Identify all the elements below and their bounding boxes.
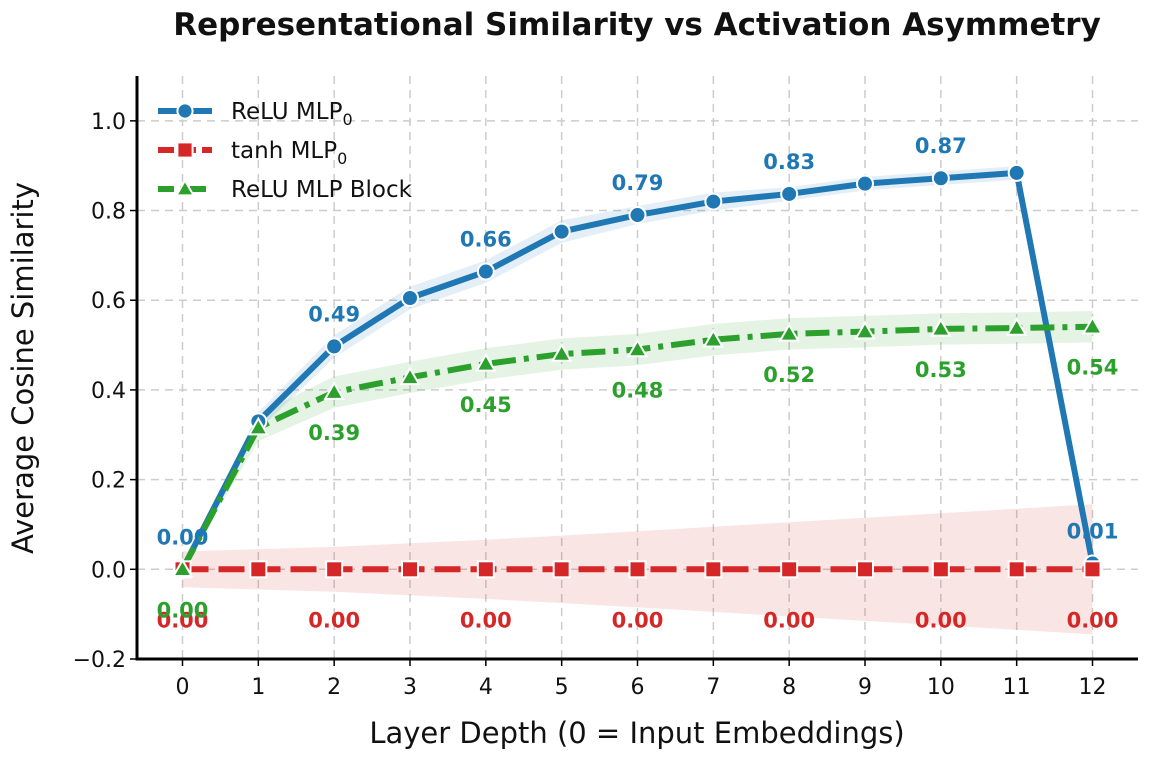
marker-tanh-mlp0 [325,560,344,579]
data-label-relu-mlp-block: 0.45 [460,393,512,417]
data-label-relu-mlp-block: 0.52 [763,363,815,387]
marker-relu-mlp-block [702,328,725,348]
legend-label-relu-mlp0: ReLU MLP0 [231,99,353,129]
marker-relu-mlp0 [931,169,950,188]
x-tick-label: 11 [1003,675,1031,700]
data-labels: 0.000.490.660.790.830.870.010.00 0.00 0.00… [157,134,1119,632]
legend-marker-relu-mlp-block [174,178,196,197]
legend-label-subscript: 0 [337,149,347,168]
x-tick-label: 12 [1079,675,1107,700]
data-label-relu-mlp-block: 0.00 [157,598,209,622]
x-tick-label: 2 [327,675,341,700]
legend-label-tanh-mlp0: tanh MLP0 [231,138,347,168]
legend-label-name: ReLU MLP [231,99,343,125]
legend-entry-relu-mlp-block: ReLU MLP Block [158,177,413,203]
marker-tanh-mlp0 [1007,560,1026,579]
x-tick-label: 9 [858,675,872,700]
x-tick-label: 6 [631,675,645,700]
legend-label-subscript: 0 [342,110,352,129]
marker-relu-mlp-block [550,343,573,362]
x-tick-label: 3 [403,675,417,700]
marker-relu-mlp-block [399,366,421,386]
legend-entry-relu-mlp0: ReLU MLP0 [158,99,353,129]
data-label-tanh-mlp0: 0.00 [157,608,209,632]
data-label-tanh-mlp0: 0.00 [763,608,815,632]
marker-tanh-mlp0 [552,560,571,579]
marker-relu-mlp0 [780,184,799,203]
data-label-relu-mlp-block: 0.53 [915,358,967,382]
marker-tanh-mlp0 [628,560,647,579]
x-tick-label: 1 [251,675,265,700]
y-axis-label: Average Cosine Similarity [6,182,40,554]
y-tick-label: 1.0 [91,110,126,135]
marker-relu-mlp-block [626,338,649,358]
x-tick-label: 5 [555,675,569,700]
data-label-relu-mlp0: 0.83 [763,150,815,174]
legend-entry-tanh-mlp0: tanh MLP0 [158,138,347,168]
data-label-relu-mlp0: 0.87 [915,134,967,158]
marker-relu-mlp-block [930,317,952,337]
x-tick-label: 8 [782,675,796,700]
x-axis-label: Layer Depth (0 = Input Embeddings) [369,716,904,750]
marker-tanh-mlp0 [780,560,799,579]
data-label-relu-mlp0: 0.00 [157,525,209,549]
data-label-relu-mlp0: 0.01 [1067,519,1119,543]
data-label-relu-mlp-block: 0.48 [612,379,664,403]
data-label-relu-mlp0: 0.66 [460,228,512,252]
marker-relu-mlp0 [856,174,874,193]
marker-relu-mlp-block [1005,317,1028,336]
marker-relu-mlp-block [854,320,876,340]
y-tick-label: −0.2 [73,648,126,673]
legend-marker-relu-mlp0 [176,102,194,120]
y-tick-label: 0.2 [91,469,126,494]
series-markers [171,163,1104,579]
chart-title: Representational Similarity vs Activatio… [173,7,1101,43]
data-label-relu-mlp0: 0.79 [612,171,664,195]
marker-relu-mlp0 [628,206,647,225]
x-tick-label: 7 [706,675,720,700]
marker-relu-mlp-block [323,381,345,400]
marker-relu-mlp-block [1081,315,1104,335]
marker-tanh-mlp0 [704,560,723,579]
y-tick-label: 0.4 [91,379,126,404]
marker-relu-mlp0 [704,192,723,211]
y-tick-label: 0.6 [91,289,126,314]
legend-label-name: ReLU MLP Block [231,177,413,203]
marker-tanh-mlp0 [476,560,495,579]
marker-relu-mlp0 [325,337,344,356]
legend-marker-tanh-mlp0 [176,141,194,159]
x-tick-label: 0 [176,675,190,700]
data-label-tanh-mlp0: 0.00 [915,608,967,632]
data-label-relu-mlp-block: 0.54 [1067,356,1119,380]
marker-relu-mlp0 [401,288,419,307]
marker-tanh-mlp0 [931,560,950,579]
marker-relu-mlp-block [475,352,497,372]
data-label-tanh-mlp0: 0.00 [612,608,664,632]
legend-label-relu-mlp-block: ReLU MLP Block [231,177,413,203]
data-label-relu-mlp-block: 0.39 [308,421,360,445]
x-tick-label: 10 [927,675,955,700]
y-tick-label: 0.8 [91,200,126,225]
marker-tanh-mlp0 [856,560,874,579]
marker-relu-mlp-block [778,322,800,342]
marker-relu-mlp-block [247,416,270,436]
data-label-tanh-mlp0: 0.00 [308,608,360,632]
marker-tanh-mlp0 [1083,560,1102,579]
marker-tanh-mlp0 [401,560,419,579]
axis-ticks: 0 1 2 3 4 5 6 7 8 9 10 11 12−0.20.00.20.40.60.81.0 [73,110,1107,700]
data-label-relu-mlp0: 0.49 [308,302,360,326]
marker-relu-mlp0 [552,222,571,241]
x-tick-label: 4 [479,675,493,700]
data-label-tanh-mlp0: 0.00 [460,608,512,632]
marker-relu-mlp-block [171,558,194,578]
marker-relu-mlp0 [1007,163,1026,182]
legend-label-name: tanh MLP [231,138,337,164]
data-label-tanh-mlp0: 0.00 [1067,608,1119,632]
y-tick-label: 0.0 [91,558,126,583]
marker-relu-mlp0 [476,262,495,281]
marker-tanh-mlp0 [249,560,268,579]
